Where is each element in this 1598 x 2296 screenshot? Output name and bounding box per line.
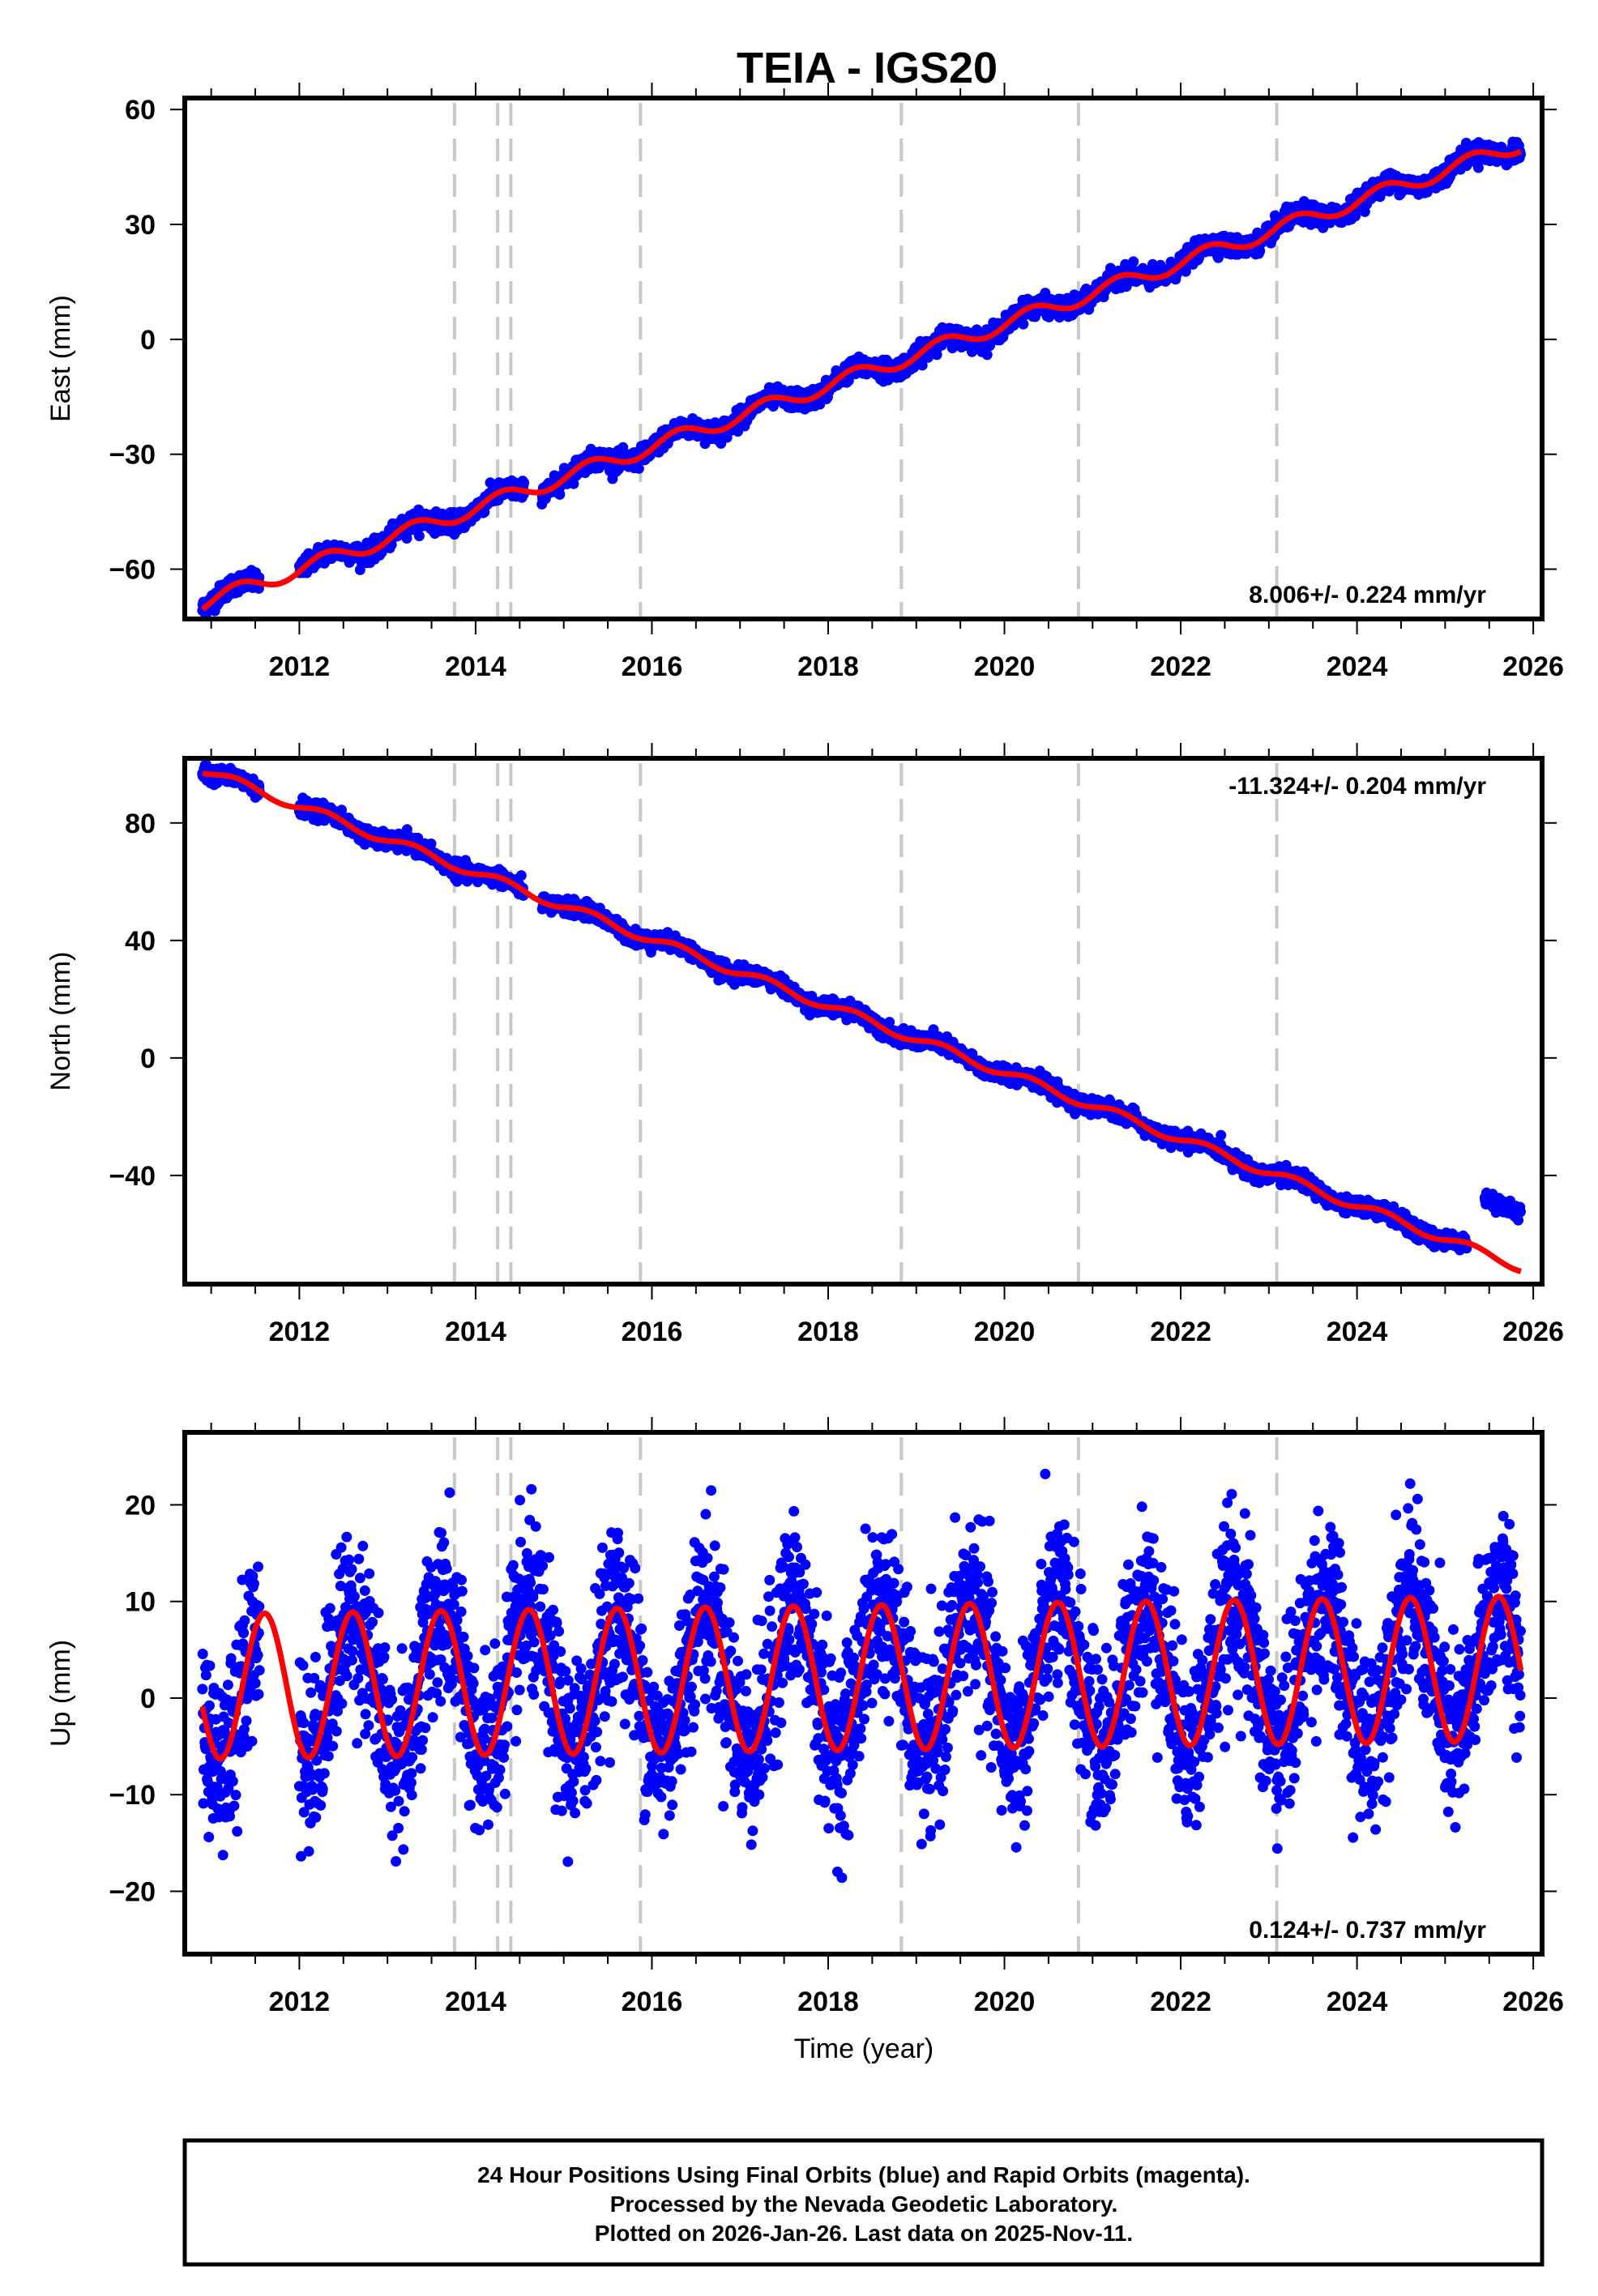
data-point bbox=[554, 489, 566, 500]
data-point bbox=[981, 349, 993, 361]
y-axis-label: East (mm) bbox=[45, 295, 76, 422]
data-point bbox=[401, 533, 412, 544]
observation-points bbox=[197, 136, 1526, 621]
data-point bbox=[519, 477, 530, 489]
north-panel: 2012 2014 2016 2018 2020 2022 2024 202680400−40… bbox=[45, 743, 1564, 1347]
data-point bbox=[617, 442, 629, 453]
y-tick-label: −30 bbox=[109, 440, 156, 471]
x-tick-label: 2024 bbox=[1327, 651, 1388, 682]
y-tick-label: 0 bbox=[140, 325, 156, 356]
x-tick-label: 2022 bbox=[1150, 651, 1211, 682]
data-point bbox=[1128, 256, 1139, 267]
x-tick-label: 2016 bbox=[622, 651, 683, 682]
observation-points bbox=[197, 759, 1526, 1256]
east-panel: 2012 2014 2016 2018 2020 2022 2024 2026 60 30 0 −30… bbox=[45, 83, 1564, 682]
x-tick-label: 2020 bbox=[974, 651, 1036, 682]
x-tick-label: 2014 bbox=[445, 651, 506, 682]
y-tick-label: 60 bbox=[125, 95, 156, 126]
data-point bbox=[515, 870, 527, 881]
data-point bbox=[425, 839, 437, 849]
chart-title: TEIA - IGS20 bbox=[737, 44, 998, 92]
y-tick-label: 30 bbox=[125, 210, 156, 241]
x-tick-label: 2018 bbox=[797, 651, 859, 682]
data-point bbox=[413, 531, 425, 541]
x-tick-label: 2012 bbox=[269, 651, 331, 682]
x-tick-label: 2026 bbox=[1502, 651, 1564, 682]
rate-annotation: 8.006+/- 0.224 mm/yr bbox=[1249, 582, 1486, 608]
y-tick-label: −60 bbox=[109, 555, 156, 586]
